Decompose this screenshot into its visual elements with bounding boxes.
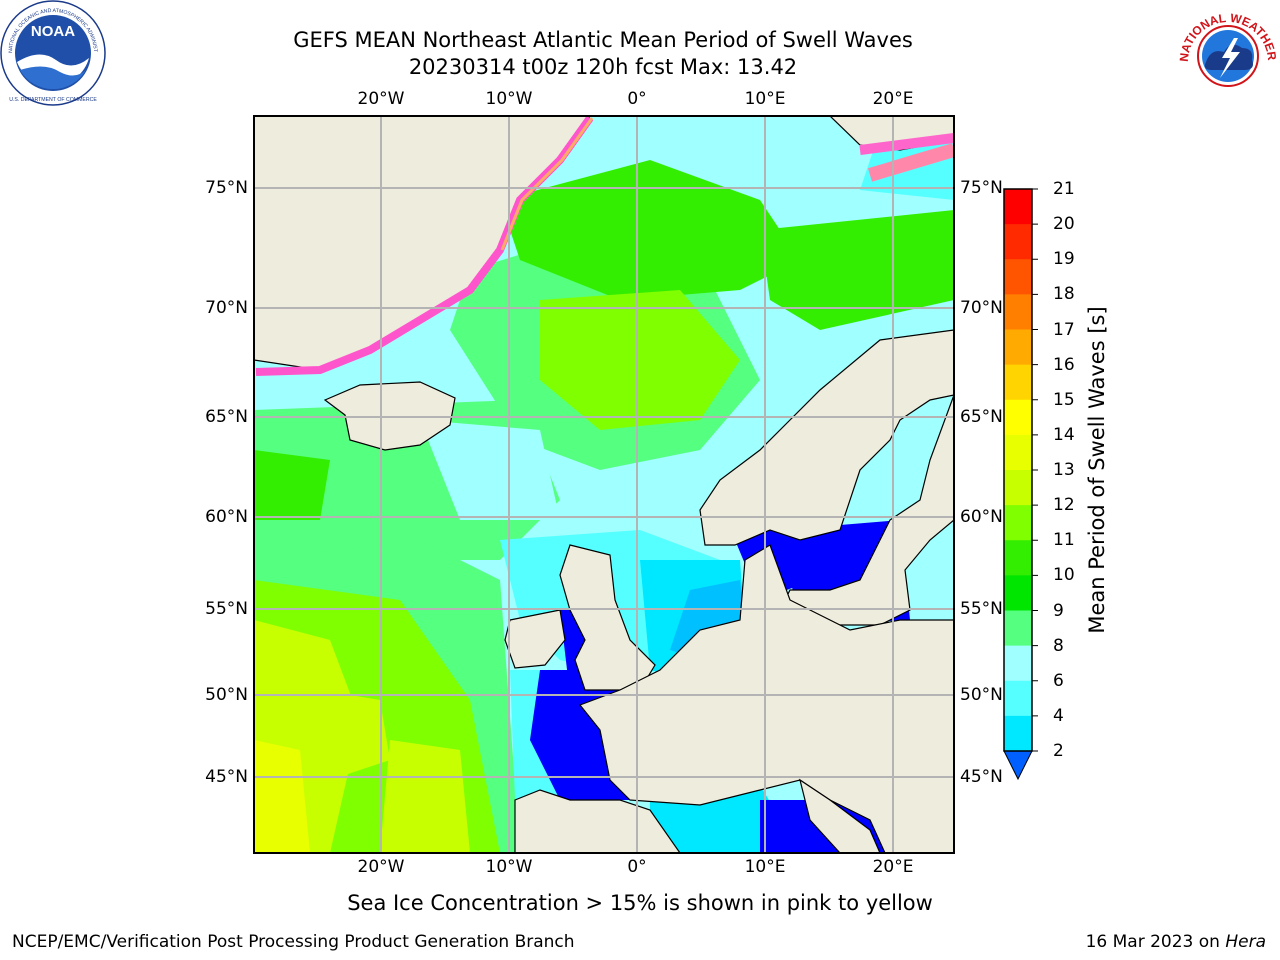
lat-label-left: 50°N <box>205 685 248 705</box>
colorbar-segment <box>1004 434 1032 471</box>
footer-date: 16 Mar 2023 on Hera <box>1086 932 1266 952</box>
map-title: GEFS MEAN Northeast Atlantic Mean Period… <box>293 28 913 52</box>
colorbar-tick-label: 17 <box>1053 319 1075 340</box>
great-britain <box>559 544 656 691</box>
nws-logo: NATIONAL WEATHER SERVICE <box>1176 0 1279 102</box>
lon-label-top: 20°E <box>872 89 914 109</box>
lat-label-right: 45°N <box>960 767 1003 787</box>
colorbar-segment <box>1004 575 1032 611</box>
lon-label-bottom: 10°W <box>485 857 533 877</box>
colorbar-tick-label: 11 <box>1053 530 1075 551</box>
colorbar-tick-label: 21 <box>1053 179 1075 199</box>
iberia <box>514 789 681 853</box>
lat-label-left: 45°N <box>205 767 248 787</box>
colorbar-tick-label: 9 <box>1053 600 1064 621</box>
lat-label-left: 65°N <box>205 407 248 427</box>
colorbar-label: Mean Period of Swell Waves [s] <box>1085 306 1109 634</box>
colorbar-segment <box>1004 715 1032 752</box>
colorbar-tick-label: 19 <box>1053 249 1075 270</box>
colorbar-tick-label: 18 <box>1053 284 1075 305</box>
map-frame <box>253 115 955 854</box>
colorbar-tick-label: 13 <box>1053 460 1075 480</box>
lat-label-right: 55°N <box>960 599 1003 619</box>
lat-label-right: 75°N <box>960 178 1003 198</box>
colorbar-segment <box>1004 329 1032 366</box>
colorbar-extend-arrow <box>1003 750 1033 781</box>
noaa-text: NOAA <box>31 23 75 40</box>
map-subtitle: 20230314 t00z 120h fcst Max: 13.42 <box>408 55 798 79</box>
colorbar-segment <box>1004 224 1032 260</box>
lat-label-right: 60°N <box>960 507 1003 527</box>
colorbar-tick-label: 16 <box>1053 354 1075 375</box>
lat-label-left: 75°N <box>205 178 248 198</box>
sea-ice <box>255 116 954 376</box>
graticule <box>254 116 954 853</box>
lon-label-top: 20°W <box>357 89 405 109</box>
colorbar-tick-label: 20 <box>1053 214 1075 235</box>
lon-label-bottom: 0° <box>627 857 647 877</box>
lat-label-left: 55°N <box>205 599 248 619</box>
colorbar-segment <box>1004 610 1032 647</box>
swell-period-field <box>254 130 954 853</box>
lat-label-left: 70°N <box>205 298 248 318</box>
colorbar-tick-label: 14 <box>1053 424 1075 445</box>
italy <box>799 778 881 853</box>
colorbar-segment <box>1004 505 1032 541</box>
noaa-logo: NOAA NATIONAL OCEANIC AND ATMOSPHERIC AD… <box>0 0 106 106</box>
lon-label-top: 10°E <box>744 89 786 109</box>
lat-label-right: 70°N <box>960 298 1003 318</box>
colorbar-segment <box>1004 294 1032 330</box>
lon-label-bottom: 20°W <box>357 857 405 877</box>
lat-label-right: 65°N <box>960 407 1003 427</box>
colorbar <box>1003 188 1038 781</box>
footer-credit: NCEP/EMC/Verification Post Processing Pr… <box>12 932 575 952</box>
svg-text:U.S. DEPARTMENT OF COMMERCE: U.S. DEPARTMENT OF COMMERCE <box>9 97 97 103</box>
colorbar-segment <box>1004 364 1032 401</box>
footer-host: Hera <box>1225 932 1266 952</box>
colorbar-tick-label: 15 <box>1053 389 1075 410</box>
colorbar-segment <box>1004 189 1032 225</box>
lon-label-bottom: 20°E <box>872 857 914 877</box>
colorbar-tick-label: 4 <box>1053 705 1064 726</box>
colorbar-tick-label: 6 <box>1053 670 1064 691</box>
footer-date-text: 16 Mar 2023 on <box>1085 932 1226 952</box>
colorbar-segment <box>1004 399 1032 436</box>
lat-label-left: 60°N <box>205 507 248 527</box>
scandinavia <box>699 260 954 546</box>
lon-label-top: 0° <box>627 89 647 109</box>
lon-label-top: 10°W <box>485 89 533 109</box>
colorbar-segment <box>1004 645 1032 682</box>
colorbar-tick-label: 10 <box>1053 565 1075 586</box>
sea-ice-note: Sea Ice Concentration > 15% is shown in … <box>347 891 933 915</box>
colorbar-tick-label: 2 <box>1053 741 1064 761</box>
colorbar-tick-label: 12 <box>1053 495 1075 516</box>
lat-label-right: 50°N <box>960 685 1003 705</box>
colorbar-tick-label: 8 <box>1053 635 1064 656</box>
lon-label-bottom: 10°E <box>744 857 786 877</box>
colorbar-segment <box>1004 680 1032 717</box>
colorbar-segment <box>1004 470 1032 506</box>
colorbar-segment <box>1004 259 1032 295</box>
colorbar-segment <box>1004 540 1032 576</box>
